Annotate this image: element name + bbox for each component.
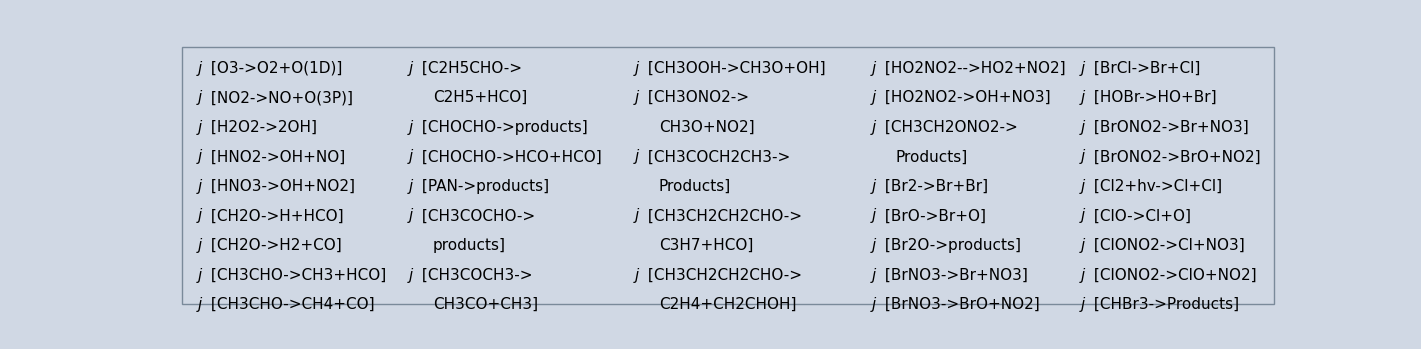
Text: [C2H5CHO->: [C2H5CHO-> <box>418 61 522 76</box>
Text: [CH2O->H+HCO]: [CH2O->H+HCO] <box>206 208 344 223</box>
Text: [PAN->products]: [PAN->products] <box>418 179 550 194</box>
Text: j: j <box>1081 297 1084 312</box>
Text: j: j <box>198 61 202 76</box>
Text: j: j <box>1081 61 1084 76</box>
Text: j: j <box>198 179 202 194</box>
Text: [BrONO2->Br+NO3]: [BrONO2->Br+NO3] <box>1088 120 1249 135</box>
Text: products]: products] <box>433 238 506 253</box>
Text: j: j <box>635 208 639 223</box>
Text: [CH3CHO->CH4+CO]: [CH3CHO->CH4+CO] <box>206 297 374 312</box>
Text: [CH3CHO->CH3+HCO]: [CH3CHO->CH3+HCO] <box>206 268 387 283</box>
Text: [HO2NO2->OH+NO3]: [HO2NO2->OH+NO3] <box>880 90 1050 105</box>
Text: [HNO2->OH+NO]: [HNO2->OH+NO] <box>206 149 345 164</box>
Text: j: j <box>871 179 875 194</box>
Text: [CH3OOH->CH3O+OH]: [CH3OOH->CH3O+OH] <box>642 61 826 76</box>
FancyBboxPatch shape <box>182 47 1275 304</box>
Text: j: j <box>1081 120 1084 135</box>
Text: [BrCl->Br+Cl]: [BrCl->Br+Cl] <box>1088 61 1201 76</box>
Text: [BrNO3->BrO+NO2]: [BrNO3->BrO+NO2] <box>880 297 1039 312</box>
Text: j: j <box>409 179 414 194</box>
Text: j: j <box>1081 149 1084 164</box>
Text: j: j <box>1081 268 1084 283</box>
Text: j: j <box>871 61 875 76</box>
Text: j: j <box>635 149 639 164</box>
Text: j: j <box>871 238 875 253</box>
Text: j: j <box>1081 179 1084 194</box>
Text: j: j <box>871 120 875 135</box>
Text: j: j <box>198 120 202 135</box>
Text: j: j <box>635 268 639 283</box>
Text: [BrO->Br+O]: [BrO->Br+O] <box>880 208 986 223</box>
Text: j: j <box>871 268 875 283</box>
Text: [HOBr->HO+Br]: [HOBr->HO+Br] <box>1088 90 1216 105</box>
Text: [ClONO2->Cl+NO3]: [ClONO2->Cl+NO3] <box>1088 238 1245 253</box>
Text: Products]: Products] <box>895 149 968 164</box>
Text: [H2O2->2OH]: [H2O2->2OH] <box>206 120 317 135</box>
Text: j: j <box>409 268 414 283</box>
Text: C2H4+CH2CHOH]: C2H4+CH2CHOH] <box>659 297 796 312</box>
Text: j: j <box>198 149 202 164</box>
Text: [CH3COCH2CH3->: [CH3COCH2CH3-> <box>642 149 790 164</box>
Text: j: j <box>1081 238 1084 253</box>
Text: j: j <box>409 149 414 164</box>
Text: [CHOCHO->HCO+HCO]: [CHOCHO->HCO+HCO] <box>418 149 603 164</box>
Text: j: j <box>198 238 202 253</box>
Text: [O3->O2+O(1D)]: [O3->O2+O(1D)] <box>206 61 342 76</box>
Text: j: j <box>198 297 202 312</box>
Text: [CH3CH2CH2CHO->: [CH3CH2CH2CHO-> <box>642 208 801 223</box>
Text: [CH3CH2CH2CHO->: [CH3CH2CH2CHO-> <box>642 268 801 283</box>
Text: [CH3ONO2->: [CH3ONO2-> <box>642 90 749 105</box>
Text: [BrNO3->Br+NO3]: [BrNO3->Br+NO3] <box>880 268 1027 283</box>
Text: [Br2->Br+Br]: [Br2->Br+Br] <box>880 179 988 194</box>
Text: j: j <box>871 297 875 312</box>
Text: [CH3COCHO->: [CH3COCHO-> <box>418 208 536 223</box>
Text: [Cl2+hv->Cl+Cl]: [Cl2+hv->Cl+Cl] <box>1088 179 1222 194</box>
Text: C2H5+HCO]: C2H5+HCO] <box>433 90 527 105</box>
Text: CH3O+NO2]: CH3O+NO2] <box>659 120 755 135</box>
Text: j: j <box>198 90 202 105</box>
Text: j: j <box>871 90 875 105</box>
Text: j: j <box>409 120 414 135</box>
Text: [NO2->NO+O(3P)]: [NO2->NO+O(3P)] <box>206 90 352 105</box>
Text: [CHOCHO->products]: [CHOCHO->products] <box>418 120 588 135</box>
Text: [HO2NO2-->HO2+NO2]: [HO2NO2-->HO2+NO2] <box>880 61 1066 76</box>
Text: j: j <box>409 208 414 223</box>
Text: j: j <box>198 208 202 223</box>
Text: C3H7+HCO]: C3H7+HCO] <box>659 238 753 253</box>
Text: j: j <box>635 90 639 105</box>
Text: [HNO3->OH+NO2]: [HNO3->OH+NO2] <box>206 179 355 194</box>
Text: [ClONO2->ClO+NO2]: [ClONO2->ClO+NO2] <box>1088 268 1256 283</box>
Text: [CH2O->H2+CO]: [CH2O->H2+CO] <box>206 238 341 253</box>
Text: Products]: Products] <box>659 179 732 194</box>
Text: [Br2O->products]: [Br2O->products] <box>880 238 1020 253</box>
Text: CH3CO+CH3]: CH3CO+CH3] <box>433 297 539 312</box>
Text: j: j <box>1081 208 1084 223</box>
Text: [BrONO2->BrO+NO2]: [BrONO2->BrO+NO2] <box>1088 149 1260 164</box>
Text: j: j <box>871 208 875 223</box>
Text: j: j <box>1081 90 1084 105</box>
Text: [ClO->Cl+O]: [ClO->Cl+O] <box>1088 208 1191 223</box>
Text: j: j <box>198 268 202 283</box>
Text: [CH3CH2ONO2->: [CH3CH2ONO2-> <box>880 120 1017 135</box>
Text: [CH3COCH3->: [CH3COCH3-> <box>418 268 533 283</box>
Text: j: j <box>409 61 414 76</box>
Text: j: j <box>635 61 639 76</box>
Text: [CHBr3->Products]: [CHBr3->Products] <box>1088 297 1239 312</box>
